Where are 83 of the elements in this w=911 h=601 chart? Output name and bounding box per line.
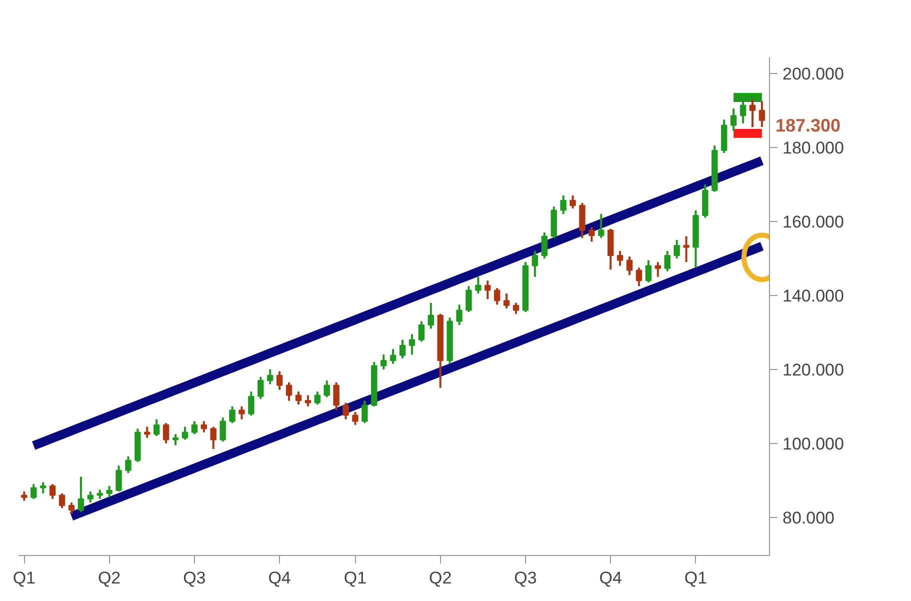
candlestick [456,304,462,326]
candlestick [58,492,66,510]
candlestick [399,338,406,360]
candlestick [654,261,661,278]
candlestick [172,433,179,446]
x-tick-label: Q2 [98,568,121,588]
text: 187.300 [776,115,841,136]
candlestick [182,426,188,441]
candlestick [229,405,236,424]
candlestick [390,348,396,365]
x-tick-label: Q1 [12,568,36,588]
y-tick-label: 120.000 [782,360,844,380]
candlestick [248,390,254,417]
candlestick [466,285,472,314]
candlestick [683,235,690,264]
x-tick-label: Q3 [514,568,537,588]
candlestick [664,250,670,272]
candlestick [749,98,756,128]
candlestick [616,250,624,267]
candlestick [626,256,633,276]
candlestick [428,302,434,330]
candlestick [674,238,680,260]
candlestick [342,402,349,420]
candlestick [40,481,46,494]
candlestick [68,502,75,515]
candlestick [153,418,160,437]
candlestick [21,490,28,502]
x-tick-label: Q3 [183,568,206,588]
candlestick [541,232,548,260]
candlestick [645,259,652,284]
y-tick-label: 80.000 [782,508,834,528]
candlestick [276,370,283,391]
x-tick-label: Q1 [684,568,708,588]
candlestick [636,266,642,288]
candlestick [220,416,226,443]
x-tick-label: Q1 [344,568,367,588]
candlestick [106,484,112,498]
y-tick-label: 160.000 [782,212,844,232]
y-tick-label: 200.000 [782,64,844,84]
candlestick [200,420,207,434]
candlestick [87,490,94,504]
candlestick [266,368,274,386]
candlestick [210,426,216,450]
candlestick [512,302,520,315]
candlestick [191,420,198,436]
candlestick [352,410,358,426]
candlestick [258,376,264,400]
candlestick [503,292,510,310]
candlestick [162,422,170,444]
candlestick [362,400,368,424]
candlestick [238,405,245,420]
candlestick [570,194,576,210]
candlestick [314,390,320,406]
candlestick [588,226,595,243]
candlestick [560,194,566,216]
candlestick [324,379,330,398]
candlestick [380,354,387,370]
y-tick-label: 100.000 [782,434,844,454]
candlestick [144,426,150,439]
candlestick [532,250,538,278]
candlestick [286,381,292,402]
candlestick [484,280,491,300]
y-tick-label: 140.000 [782,286,844,306]
candlestick [494,287,500,306]
candlestick [116,464,122,492]
candlestick [96,488,103,500]
candlestick [304,394,312,408]
x-tick-label: Q4 [599,568,622,588]
candlestick [333,381,340,412]
candlestick [30,483,37,500]
candlestick [295,390,302,406]
candlestick [730,108,737,132]
candlestick [598,213,604,240]
candlestick [418,320,425,343]
candlestick [125,455,132,474]
candlestick [475,276,482,295]
candlestick [758,100,766,128]
candlestick [408,333,416,356]
candlestick [49,483,56,500]
x-tick-label: Q4 [268,568,291,588]
candlestick [78,476,84,513]
y-tick-label: 180.000 [782,138,844,158]
x-tick-label: Q2 [429,568,452,588]
